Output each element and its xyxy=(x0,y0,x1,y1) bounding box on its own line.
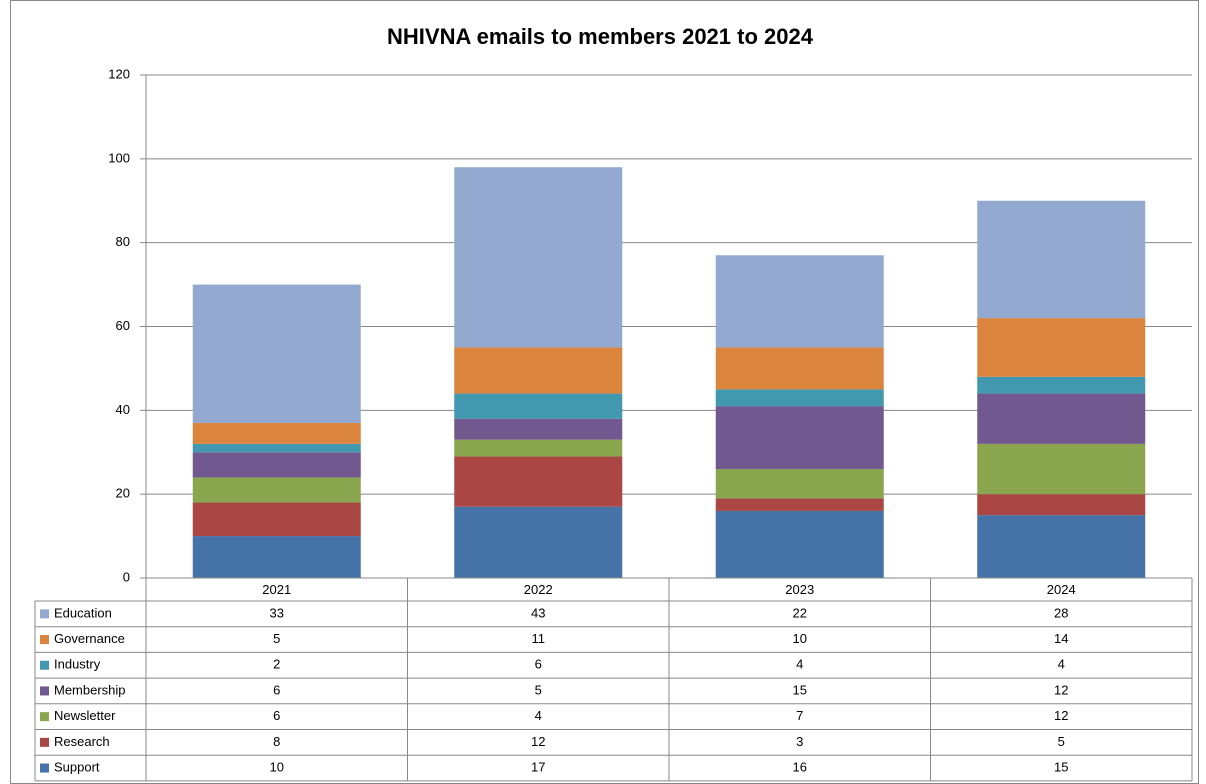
bar-segment xyxy=(715,347,884,390)
legend-label: Newsletter xyxy=(54,708,116,723)
legend-label: Support xyxy=(54,759,100,774)
bar-segment xyxy=(715,255,884,348)
bar-segment xyxy=(454,347,623,394)
bar-segment xyxy=(715,498,884,511)
bar-segment xyxy=(192,452,361,478)
bar-segment xyxy=(192,502,361,537)
legend-label: Membership xyxy=(54,682,126,697)
table-value: 10 xyxy=(270,759,284,774)
x-tick-label: 2022 xyxy=(524,582,553,597)
bar-segment xyxy=(977,515,1146,578)
legend-label: Research xyxy=(54,734,110,749)
table-value: 6 xyxy=(273,682,280,697)
bar-segment xyxy=(454,393,623,419)
bar-segment xyxy=(715,469,884,499)
legend-key xyxy=(40,737,49,747)
legend-key xyxy=(40,712,49,722)
y-tick-label: 40 xyxy=(116,402,130,417)
bar-segment xyxy=(192,536,361,578)
table-value: 5 xyxy=(1058,734,1065,749)
table-value: 6 xyxy=(535,657,542,672)
table-value: 33 xyxy=(270,605,284,620)
bar-segment xyxy=(454,167,623,348)
bar-segment xyxy=(454,439,623,457)
table-value: 5 xyxy=(535,682,542,697)
x-tick-label: 2023 xyxy=(785,582,814,597)
legend-key xyxy=(40,609,49,619)
bar-segment xyxy=(715,406,884,470)
bar-segment xyxy=(192,443,361,453)
table-value: 28 xyxy=(1054,605,1068,620)
table-value: 6 xyxy=(273,708,280,723)
legend-key xyxy=(40,763,49,773)
bar-segment xyxy=(715,389,884,407)
bar-segment xyxy=(977,393,1146,444)
legend-key xyxy=(40,686,49,696)
x-tick-label: 2021 xyxy=(262,582,291,597)
bar-segment xyxy=(192,477,361,503)
table-value: 4 xyxy=(1058,657,1065,672)
y-tick-label: 120 xyxy=(108,66,130,81)
table-value: 14 xyxy=(1054,631,1068,646)
table-value: 22 xyxy=(793,605,807,620)
bar-segment xyxy=(454,506,623,578)
y-tick-label: 0 xyxy=(123,569,130,584)
table-value: 5 xyxy=(273,631,280,646)
bar-segment xyxy=(454,418,623,440)
y-tick-label: 100 xyxy=(108,150,130,165)
table-value: 4 xyxy=(535,708,542,723)
table-value: 10 xyxy=(793,631,807,646)
table-value: 3 xyxy=(796,734,803,749)
legend-label: Industry xyxy=(54,657,101,672)
table-value: 15 xyxy=(1054,759,1068,774)
bar-segment xyxy=(454,456,623,507)
table-value: 43 xyxy=(531,605,545,620)
legend-key xyxy=(40,635,49,645)
legend-label: Governance xyxy=(54,631,125,646)
bar-segment xyxy=(715,510,884,578)
table-value: 12 xyxy=(1054,682,1068,697)
y-tick-label: 80 xyxy=(116,234,130,249)
legend-label: Education xyxy=(54,605,112,620)
table-value: 12 xyxy=(531,734,545,749)
table-value: 11 xyxy=(532,631,546,646)
table-value: 2 xyxy=(273,657,280,672)
bar-segment xyxy=(977,443,1146,495)
table-value: 7 xyxy=(796,708,803,723)
table-value: 15 xyxy=(793,682,807,697)
table-value: 8 xyxy=(273,734,280,749)
table-value: 12 xyxy=(1054,708,1068,723)
y-tick-label: 60 xyxy=(116,318,130,333)
y-tick-label: 20 xyxy=(116,486,130,501)
bar-segment xyxy=(977,200,1146,319)
bar-segment xyxy=(977,376,1146,394)
bar-segment xyxy=(192,422,361,444)
table-value: 16 xyxy=(793,759,807,774)
bar-segment xyxy=(977,494,1146,516)
bar-segment xyxy=(977,318,1146,377)
x-tick-label: 2024 xyxy=(1047,582,1076,597)
table-value: 17 xyxy=(531,759,545,774)
legend-key xyxy=(40,660,49,670)
chart-title: NHIVNA emails to members 2021 to 2024 xyxy=(387,24,814,49)
table-value: 4 xyxy=(796,657,803,672)
bar-segment xyxy=(192,284,361,423)
